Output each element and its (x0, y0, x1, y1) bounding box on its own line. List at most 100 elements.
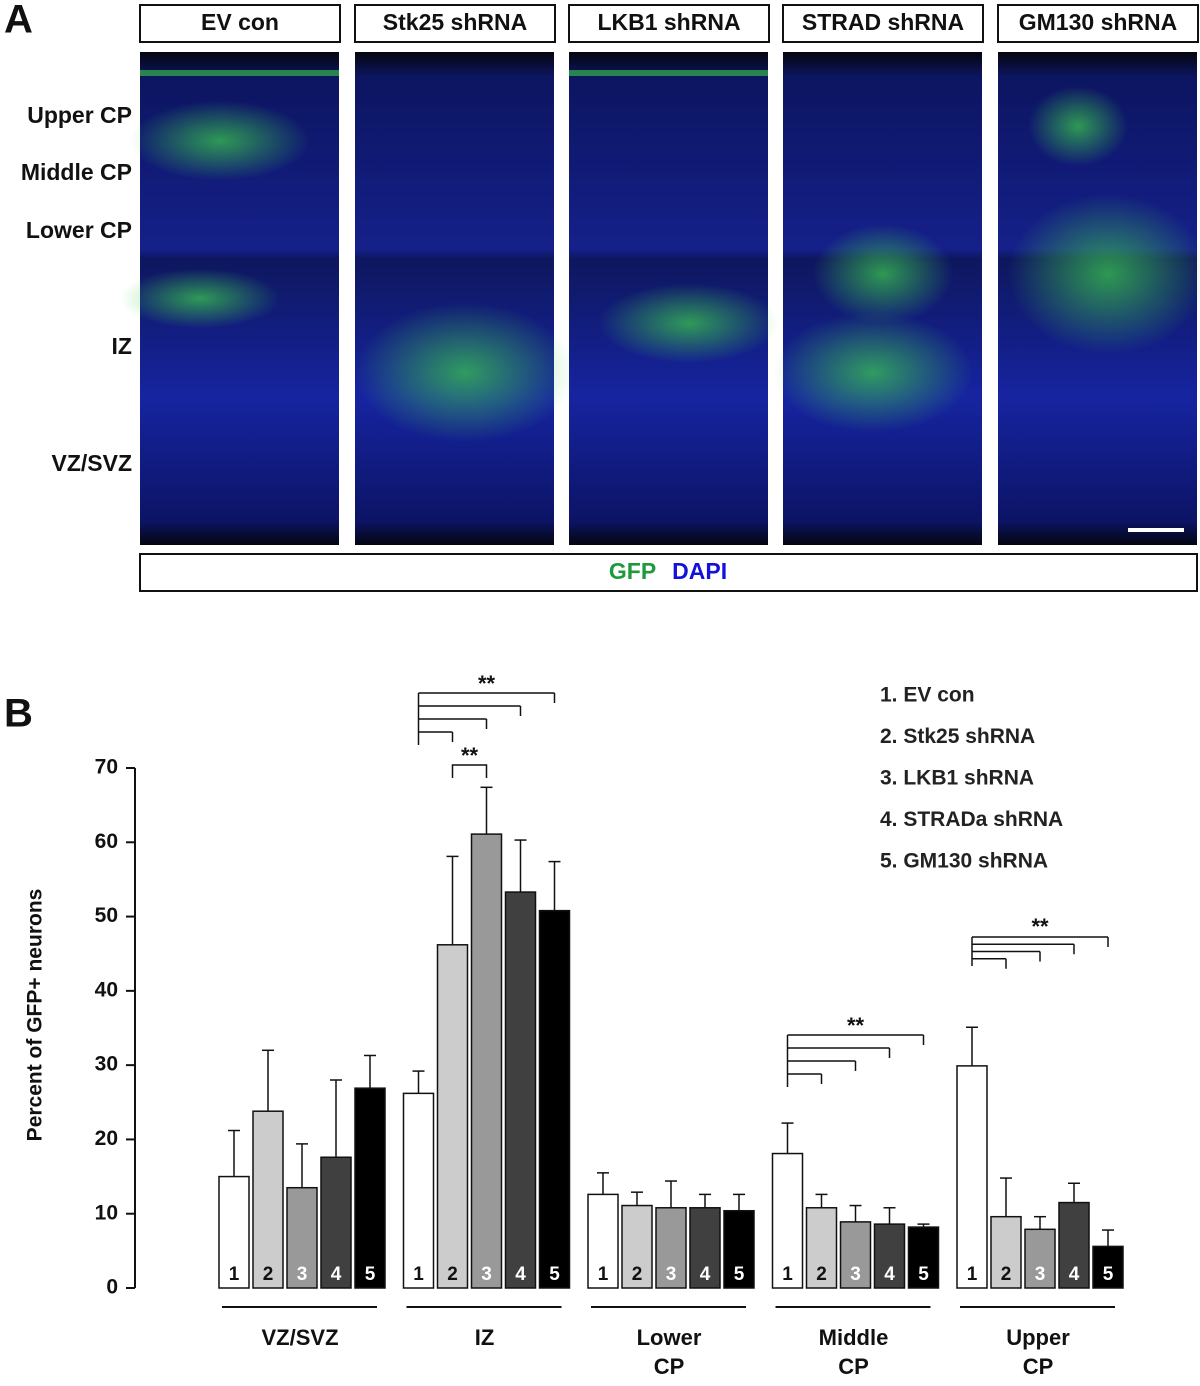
gfp-signal (120, 268, 280, 329)
gfp-signal (599, 283, 779, 364)
bar (354, 1087, 386, 1289)
legend-entry: 2. Stk25 shRNA (880, 725, 1035, 748)
column-header-box (354, 4, 556, 43)
bar (587, 1193, 619, 1289)
bar (538, 909, 571, 1289)
significance: ** (461, 743, 479, 768)
stain-box (139, 553, 1198, 592)
bar-number: 3 (666, 1264, 677, 1285)
stain-name: GFP (609, 558, 656, 584)
gfp-signal (1028, 85, 1128, 166)
bar (771, 1152, 804, 1289)
bar-number: 4 (884, 1264, 895, 1285)
row-label: Upper CP (27, 102, 132, 128)
bar-number: 5 (734, 1264, 745, 1285)
legend-entry: 3. LKB1 shRNA (880, 767, 1034, 790)
column-header-box (782, 4, 984, 43)
significance: ** (478, 671, 496, 696)
bracket (451, 764, 488, 778)
bar (402, 1092, 435, 1289)
gfp-signal (1008, 193, 1200, 354)
row-label: IZ (112, 333, 132, 359)
y-tick-label: 40 (95, 978, 118, 1001)
x-tick-label: Middle CP (818, 1325, 889, 1379)
bar-number: 2 (447, 1264, 458, 1285)
gfp-signal (813, 223, 953, 324)
bar-number: 2 (816, 1264, 827, 1285)
y-tick-label: 30 (95, 1053, 118, 1076)
bar-number: 1 (229, 1264, 240, 1285)
bar-number: 4 (515, 1264, 526, 1285)
bar (621, 1204, 653, 1289)
bar-number: 3 (1035, 1264, 1046, 1285)
column-header: EV con (201, 9, 279, 35)
micrograph (355, 52, 554, 545)
y-tick-label: 70 (95, 756, 118, 779)
bar-number: 4 (331, 1264, 342, 1285)
bar (286, 1186, 318, 1289)
bar-number: 5 (1103, 1264, 1114, 1285)
stain-name: DAPI (672, 558, 727, 584)
bar (218, 1175, 250, 1289)
gfp-signal (773, 312, 973, 433)
gfp-surface (140, 70, 339, 76)
bar-number: 3 (481, 1264, 492, 1285)
bar-number: 5 (918, 1264, 929, 1285)
bar-number: 2 (263, 1264, 274, 1285)
y-tick-label: 0 (106, 1276, 118, 1299)
stain-legend: GFP DAPI (609, 558, 727, 584)
bar (907, 1226, 940, 1289)
bar (504, 891, 537, 1289)
bar (252, 1110, 284, 1289)
bar-number: 1 (598, 1264, 609, 1285)
bar (689, 1207, 721, 1289)
column-header-box (568, 4, 770, 43)
gfp-surface (569, 70, 768, 76)
bar-number: 3 (850, 1264, 861, 1285)
x-tick-label: Lower CP (636, 1325, 702, 1379)
bar-number: 5 (549, 1264, 560, 1285)
bar (723, 1209, 755, 1289)
bar (655, 1207, 687, 1289)
row-label: Lower CP (26, 217, 132, 243)
bar-number: 2 (632, 1264, 643, 1285)
bar (470, 833, 503, 1289)
y-tick-label: 60 (95, 830, 118, 853)
panel-letter: A (4, 0, 33, 42)
bar (805, 1207, 838, 1289)
bar-number: 4 (1069, 1264, 1080, 1285)
column-header: STRAD shRNA (802, 9, 964, 35)
bar-number: 1 (967, 1264, 978, 1285)
bar-number: 2 (1001, 1264, 1012, 1285)
bar (436, 944, 469, 1289)
y-tick-label: 20 (95, 1127, 118, 1150)
column-header-box (997, 4, 1199, 43)
panel-letter: B (4, 692, 33, 736)
x-tick-label: IZ (474, 1325, 495, 1350)
significance: ** (1031, 914, 1049, 939)
y-tick-label: 10 (95, 1201, 118, 1224)
bar (956, 1065, 988, 1289)
bar-number: 3 (297, 1264, 308, 1285)
bar (1024, 1228, 1056, 1289)
bar (1092, 1245, 1124, 1289)
bar (873, 1223, 906, 1289)
column-header: LKB1 shRNA (597, 9, 740, 35)
bar-number: 5 (365, 1264, 376, 1285)
bar (990, 1215, 1022, 1289)
bar (839, 1221, 872, 1289)
x-tick-label: Upper CP (1006, 1325, 1070, 1379)
x-tick-label: VZ/SVZ (261, 1325, 339, 1350)
column-header-box (139, 4, 341, 43)
column-header: GM130 shRNA (1019, 9, 1177, 35)
legend-entry: 5. GM130 shRNA (880, 850, 1048, 873)
legend-entry: 1. EV con (880, 684, 975, 707)
legend-entry: 4. STRADa shRNA (880, 808, 1063, 831)
gfp-signal (130, 100, 310, 181)
column-header: Stk25 shRNA (383, 9, 527, 35)
bar (320, 1156, 352, 1289)
y-axis-label: Percent of GFP+ neurons (24, 889, 47, 1142)
bar (1058, 1201, 1090, 1289)
